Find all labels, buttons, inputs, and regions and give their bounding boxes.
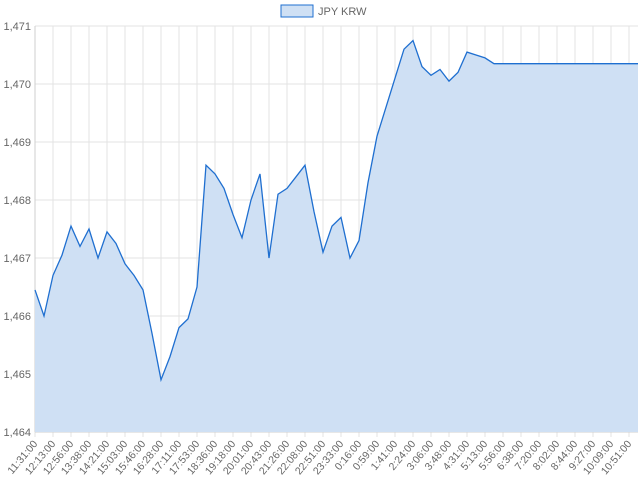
y-tick-label: 1,464 bbox=[3, 427, 31, 439]
legend-label: JPY KRW bbox=[318, 6, 367, 18]
series-area-layer bbox=[34, 39, 638, 432]
legend[interactable]: JPY KRW bbox=[280, 4, 367, 18]
series-area-fill bbox=[35, 40, 638, 432]
y-tick-label: 1,466 bbox=[3, 311, 31, 323]
y-tick-label: 1,468 bbox=[3, 195, 31, 207]
y-tick-label: 1,469 bbox=[3, 137, 31, 149]
y-axis: 1,464 1,465 1,466 1,467 1,468 1,469 1,470 1,471 bbox=[3, 21, 31, 439]
y-tick-label: 1,470 bbox=[3, 79, 31, 91]
x-axis: 11:31:0012:13:0012:56:0013:38:0014:21:00… bbox=[5, 438, 634, 477]
y-tick-label: 1,465 bbox=[3, 369, 31, 381]
legend-swatch bbox=[280, 4, 314, 18]
y-tick-label: 1,467 bbox=[3, 253, 31, 265]
y-tick-label: 1,471 bbox=[3, 21, 31, 33]
series-line bbox=[34, 39, 638, 383]
